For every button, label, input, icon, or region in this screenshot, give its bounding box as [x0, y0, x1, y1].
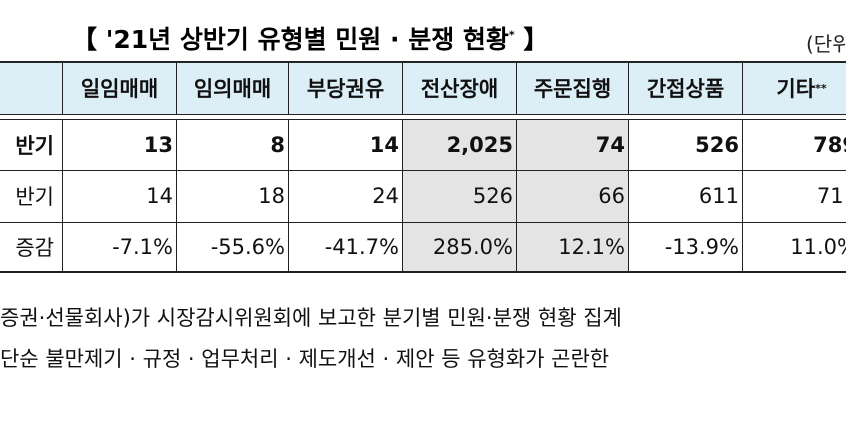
table-cell: -41.7%	[288, 222, 402, 272]
table-cell: 526	[402, 170, 516, 222]
column-header: 임의매매	[176, 62, 288, 114]
column-label: 부당권유	[306, 77, 385, 101]
column-header: 주문집행	[516, 62, 628, 114]
column-label: 간접상품	[646, 77, 725, 101]
column-header: 기타 **	[742, 62, 846, 114]
title: 【 '21년 상반기 유형별 민원 · 분쟁 현황* 】	[72, 20, 548, 56]
rule	[0, 114, 846, 115]
table-cell: 12.1%	[516, 222, 628, 272]
table-cell: 74	[516, 120, 628, 170]
column-header: 일임매매	[62, 62, 176, 114]
bracket: 【	[72, 25, 98, 54]
rule	[0, 61, 846, 63]
table-cell: 24	[288, 170, 402, 222]
column-label: 전산장애	[420, 77, 499, 101]
column-label: 주문집행	[533, 77, 612, 101]
title-mark: *	[508, 28, 515, 42]
bracket: 】	[523, 25, 549, 54]
table-cell: -13.9%	[628, 222, 742, 272]
table-cell: 18	[176, 170, 288, 222]
column-header: 부당권유	[288, 62, 402, 114]
table-cell: 611	[628, 170, 742, 222]
title-text: '21년 상반기 유형별 민원 · 분쟁 현황	[105, 25, 509, 54]
table-cell: 66	[516, 170, 628, 222]
table-cell: 285.0%	[402, 222, 516, 272]
column-header: 전산장애	[402, 62, 516, 114]
table-cell: 526	[628, 120, 742, 170]
table-cell: 8	[176, 120, 288, 170]
column-label: 기타	[776, 77, 816, 101]
rule	[0, 222, 846, 223]
table-cell: 11.0%	[742, 222, 846, 272]
row-label: 증감	[15, 236, 54, 260]
table-cell: 14	[288, 120, 402, 170]
table-cell: -55.6%	[176, 222, 288, 272]
note: 증권·선물회사)가 시장감시위원회에 보고한 분기별 민원·분쟁 현황 집계	[0, 306, 622, 330]
column-label: 일임매매	[80, 77, 159, 101]
column-label: 임의매매	[193, 77, 272, 101]
table-cell: 789	[742, 120, 846, 170]
rule	[0, 170, 846, 171]
column-mark: **	[815, 81, 827, 95]
row-label: 반기	[15, 185, 54, 209]
rule	[0, 119, 846, 120]
table-cell: 2,025	[402, 120, 516, 170]
table-cell: 711	[742, 170, 846, 222]
rule	[0, 271, 846, 273]
unit: (단위	[806, 32, 846, 56]
table-cell: 14	[62, 170, 176, 222]
table-cell: -7.1%	[62, 222, 176, 272]
table-cell: 13	[62, 120, 176, 170]
header-cell	[0, 62, 62, 114]
note: 단순 불만제기 · 규정 · 업무처리 · 제도개선 · 제안 등 유형화가 곤…	[0, 347, 610, 371]
row-label: 반기	[15, 134, 54, 158]
column-header: 간접상품	[628, 62, 742, 114]
